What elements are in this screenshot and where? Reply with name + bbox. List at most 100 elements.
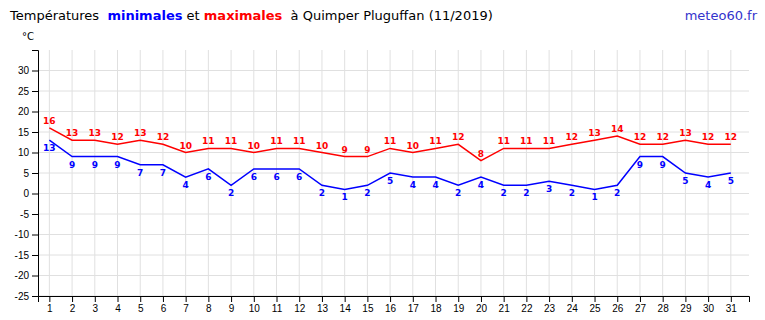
tick-mark	[32, 255, 38, 256]
tick: 10	[18, 147, 38, 158]
tick: 15	[362, 296, 374, 314]
title-part: et	[182, 8, 203, 23]
tick: 3	[93, 296, 99, 314]
tick: 11	[272, 296, 283, 314]
tick-label: 30	[703, 303, 715, 314]
tick-label: -5	[20, 209, 29, 220]
data-label: 6	[251, 172, 257, 182]
data-label: 1	[591, 192, 597, 202]
tick: 5	[138, 296, 144, 314]
y-axis: -25-20-15-10-5051015202530	[15, 51, 39, 302]
tick: -5	[20, 209, 38, 220]
tick-mark	[572, 296, 573, 302]
tick-label: -10	[15, 229, 30, 240]
grid-line	[38, 70, 749, 71]
data-label: 9	[637, 160, 643, 170]
tick-label: 4	[115, 303, 121, 314]
data-label: 4	[183, 180, 189, 190]
tick-label: -15	[15, 250, 30, 261]
tick-mark	[277, 296, 278, 302]
data-label: 1	[342, 192, 348, 202]
watermark: meteo60.fr	[685, 8, 758, 23]
grid-line	[344, 50, 345, 296]
grid-line	[526, 50, 527, 296]
tick-mark	[32, 235, 38, 236]
tick-label: 30	[18, 65, 30, 76]
grid-line	[49, 50, 50, 296]
data-label: 9	[364, 145, 370, 155]
tick-mark	[72, 296, 73, 302]
tick-mark	[367, 296, 368, 302]
tick-mark	[663, 296, 664, 302]
tick-mark	[595, 296, 596, 302]
tick: 31	[726, 296, 738, 314]
grid-line	[94, 50, 95, 296]
data-label: 2	[228, 188, 234, 198]
tick-label: 14	[340, 303, 352, 314]
tick-mark	[32, 91, 38, 92]
series-name: maximales	[204, 8, 283, 23]
tick: 20	[18, 106, 38, 117]
grid-line	[38, 193, 749, 194]
data-label: 4	[478, 180, 484, 190]
tick-mark	[95, 296, 96, 302]
tick: -10	[15, 229, 38, 240]
tick: 4	[115, 296, 121, 314]
tick-label: 12	[294, 303, 306, 314]
tick-label: 20	[476, 303, 488, 314]
data-label: 5	[728, 176, 734, 186]
grid-line	[38, 234, 749, 235]
tick: 30	[703, 296, 715, 314]
data-label: 4	[705, 180, 711, 190]
data-label: 14	[611, 124, 624, 134]
grid-line	[321, 50, 322, 296]
tick: 26	[612, 296, 624, 314]
tick-label: 15	[18, 127, 30, 138]
tick: 2	[70, 296, 76, 314]
tick: 25	[589, 296, 601, 314]
tick: -15	[15, 250, 38, 261]
tick: 20	[476, 296, 488, 314]
tick-label: 8	[206, 303, 212, 314]
tick-label: 21	[499, 303, 511, 314]
grid-line	[458, 50, 459, 296]
tick-label: 6	[161, 303, 167, 314]
tick-mark	[413, 296, 414, 302]
tick-mark	[32, 132, 38, 133]
data-label: 12	[566, 132, 579, 142]
title-part: à Quimper Pluguffan (11/2019)	[282, 8, 492, 23]
data-label: 11	[202, 136, 215, 146]
data-label: 2	[364, 188, 370, 198]
data-label: 10	[248, 141, 261, 151]
tick-mark	[549, 296, 550, 302]
data-label: 11	[497, 136, 510, 146]
tick-mark	[32, 173, 38, 174]
data-label: 16	[43, 116, 56, 126]
tick: 22	[521, 296, 533, 314]
data-label: 11	[225, 136, 238, 146]
data-label: 11	[384, 136, 397, 146]
tick-label: 26	[612, 303, 624, 314]
tick-mark	[481, 296, 482, 302]
tick-label: 0	[23, 188, 29, 199]
grid-line	[72, 50, 73, 296]
data-label: 12	[111, 132, 124, 142]
tick: 0	[23, 188, 38, 199]
chart-container: 1234567891011121314151617181920212223242…	[0, 0, 765, 320]
tick: 29	[680, 296, 692, 314]
axis-line	[39, 297, 750, 303]
tick-label: 25	[18, 86, 30, 97]
tick-label: 17	[408, 303, 420, 314]
tick-mark	[32, 71, 38, 72]
tick-mark	[685, 296, 686, 302]
tick-mark	[186, 296, 187, 302]
tick-mark	[436, 296, 437, 302]
data-label: 13	[588, 128, 601, 138]
tick-label: 23	[544, 303, 556, 314]
tick: 30	[18, 65, 38, 76]
grid-line	[38, 255, 749, 256]
grid-line	[571, 50, 572, 296]
data-label: 6	[296, 172, 302, 182]
grid-line	[549, 50, 550, 296]
grid-line	[185, 50, 186, 296]
